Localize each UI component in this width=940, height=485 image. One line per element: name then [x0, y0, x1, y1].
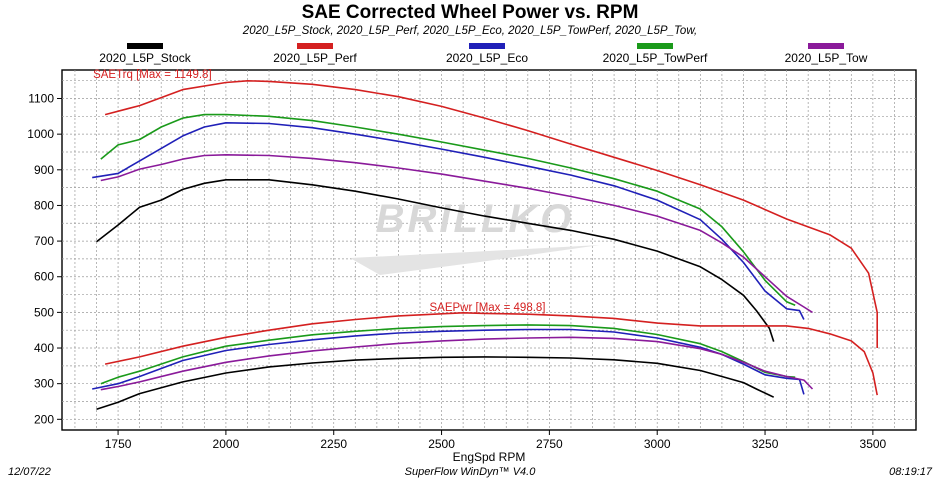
series-line-power-2020_l5p_perf: [104, 311, 878, 396]
x-tick-label: 2500: [428, 437, 455, 451]
annotation-label: SAETrq [Max = 1149.8]: [93, 69, 212, 81]
watermark-swoosh-shape: [350, 245, 600, 275]
x-tick-label: 3250: [752, 437, 779, 451]
series-line-torque-2020_l5p_tow: [100, 154, 813, 314]
series-line-torque-2020_l5p_eco: [92, 122, 805, 320]
series-line-power-2020_l5p_eco: [92, 328, 805, 395]
series-line-power-2020_l5p_towperf: [100, 324, 796, 385]
legend-item: 2020_L5P_Eco: [427, 43, 547, 65]
y-tick-label: 800: [34, 198, 54, 212]
legend-swatch: [127, 43, 163, 49]
legend-label: 2020_L5P_Tow: [784, 51, 868, 65]
legend-swatch: [297, 43, 333, 49]
series-line-torque-2020_l5p_towperf: [100, 113, 796, 306]
legend-label: 2020_L5P_TowPerf: [602, 51, 708, 65]
series-line-power-2020_l5p_tow: [100, 336, 814, 391]
footer-software: SuperFlow WinDyn™ V4.0: [404, 466, 536, 478]
x-tick-label: 2000: [213, 437, 240, 451]
y-tick-label: 500: [34, 305, 54, 319]
y-tick-label: 200: [34, 412, 54, 426]
footer-time: 08:19:17: [889, 466, 932, 478]
y-tick-label: 700: [34, 234, 54, 248]
x-tick-label: 2250: [320, 437, 347, 451]
legend-swatch: [469, 43, 505, 49]
legend-label: 2020_L5P_Perf: [273, 51, 357, 65]
legend-swatch: [637, 43, 673, 49]
x-axis-label: EngSpd RPM: [453, 450, 526, 464]
legend-label: 2020_L5P_Stock: [99, 51, 191, 65]
chart-subtitle: 2020_L5P_Stock, 2020_L5P_Perf, 2020_L5P_…: [242, 25, 698, 37]
legend-swatch: [808, 43, 844, 49]
legend-item: 2020_L5P_Stock: [85, 43, 205, 65]
y-tick-label: 1000: [27, 127, 54, 141]
footer-date: 12/07/22: [8, 466, 51, 478]
x-tick-label: 1750: [105, 437, 132, 451]
y-tick-label: 300: [34, 377, 54, 391]
annotation-label: SAEPwr [Max = 498.8]: [429, 302, 545, 314]
chart-title: SAE Corrected Wheel Power vs. RPM: [301, 2, 639, 23]
x-tick-label: 2750: [536, 437, 563, 451]
series-line-power-2020_l5p_stock: [96, 356, 775, 411]
y-tick-label: 400: [34, 341, 54, 355]
series-line-torque-2020_l5p_perf: [104, 80, 879, 348]
x-tick-label: 3500: [860, 437, 887, 451]
legend-item: 2020_L5P_Perf: [255, 43, 375, 65]
x-tick-label: 3000: [644, 437, 671, 451]
y-tick-label: 1100: [28, 92, 54, 106]
watermark-text: BRILLKO: [376, 197, 575, 241]
y-tick-label: 600: [34, 270, 54, 284]
legend-item: 2020_L5P_TowPerf: [595, 43, 715, 65]
series-line-torque-2020_l5p_stock: [96, 179, 775, 342]
y-tick-label: 900: [34, 163, 54, 177]
legend-item: 2020_L5P_Tow: [766, 43, 886, 65]
legend-label: 2020_L5P_Eco: [445, 51, 529, 65]
